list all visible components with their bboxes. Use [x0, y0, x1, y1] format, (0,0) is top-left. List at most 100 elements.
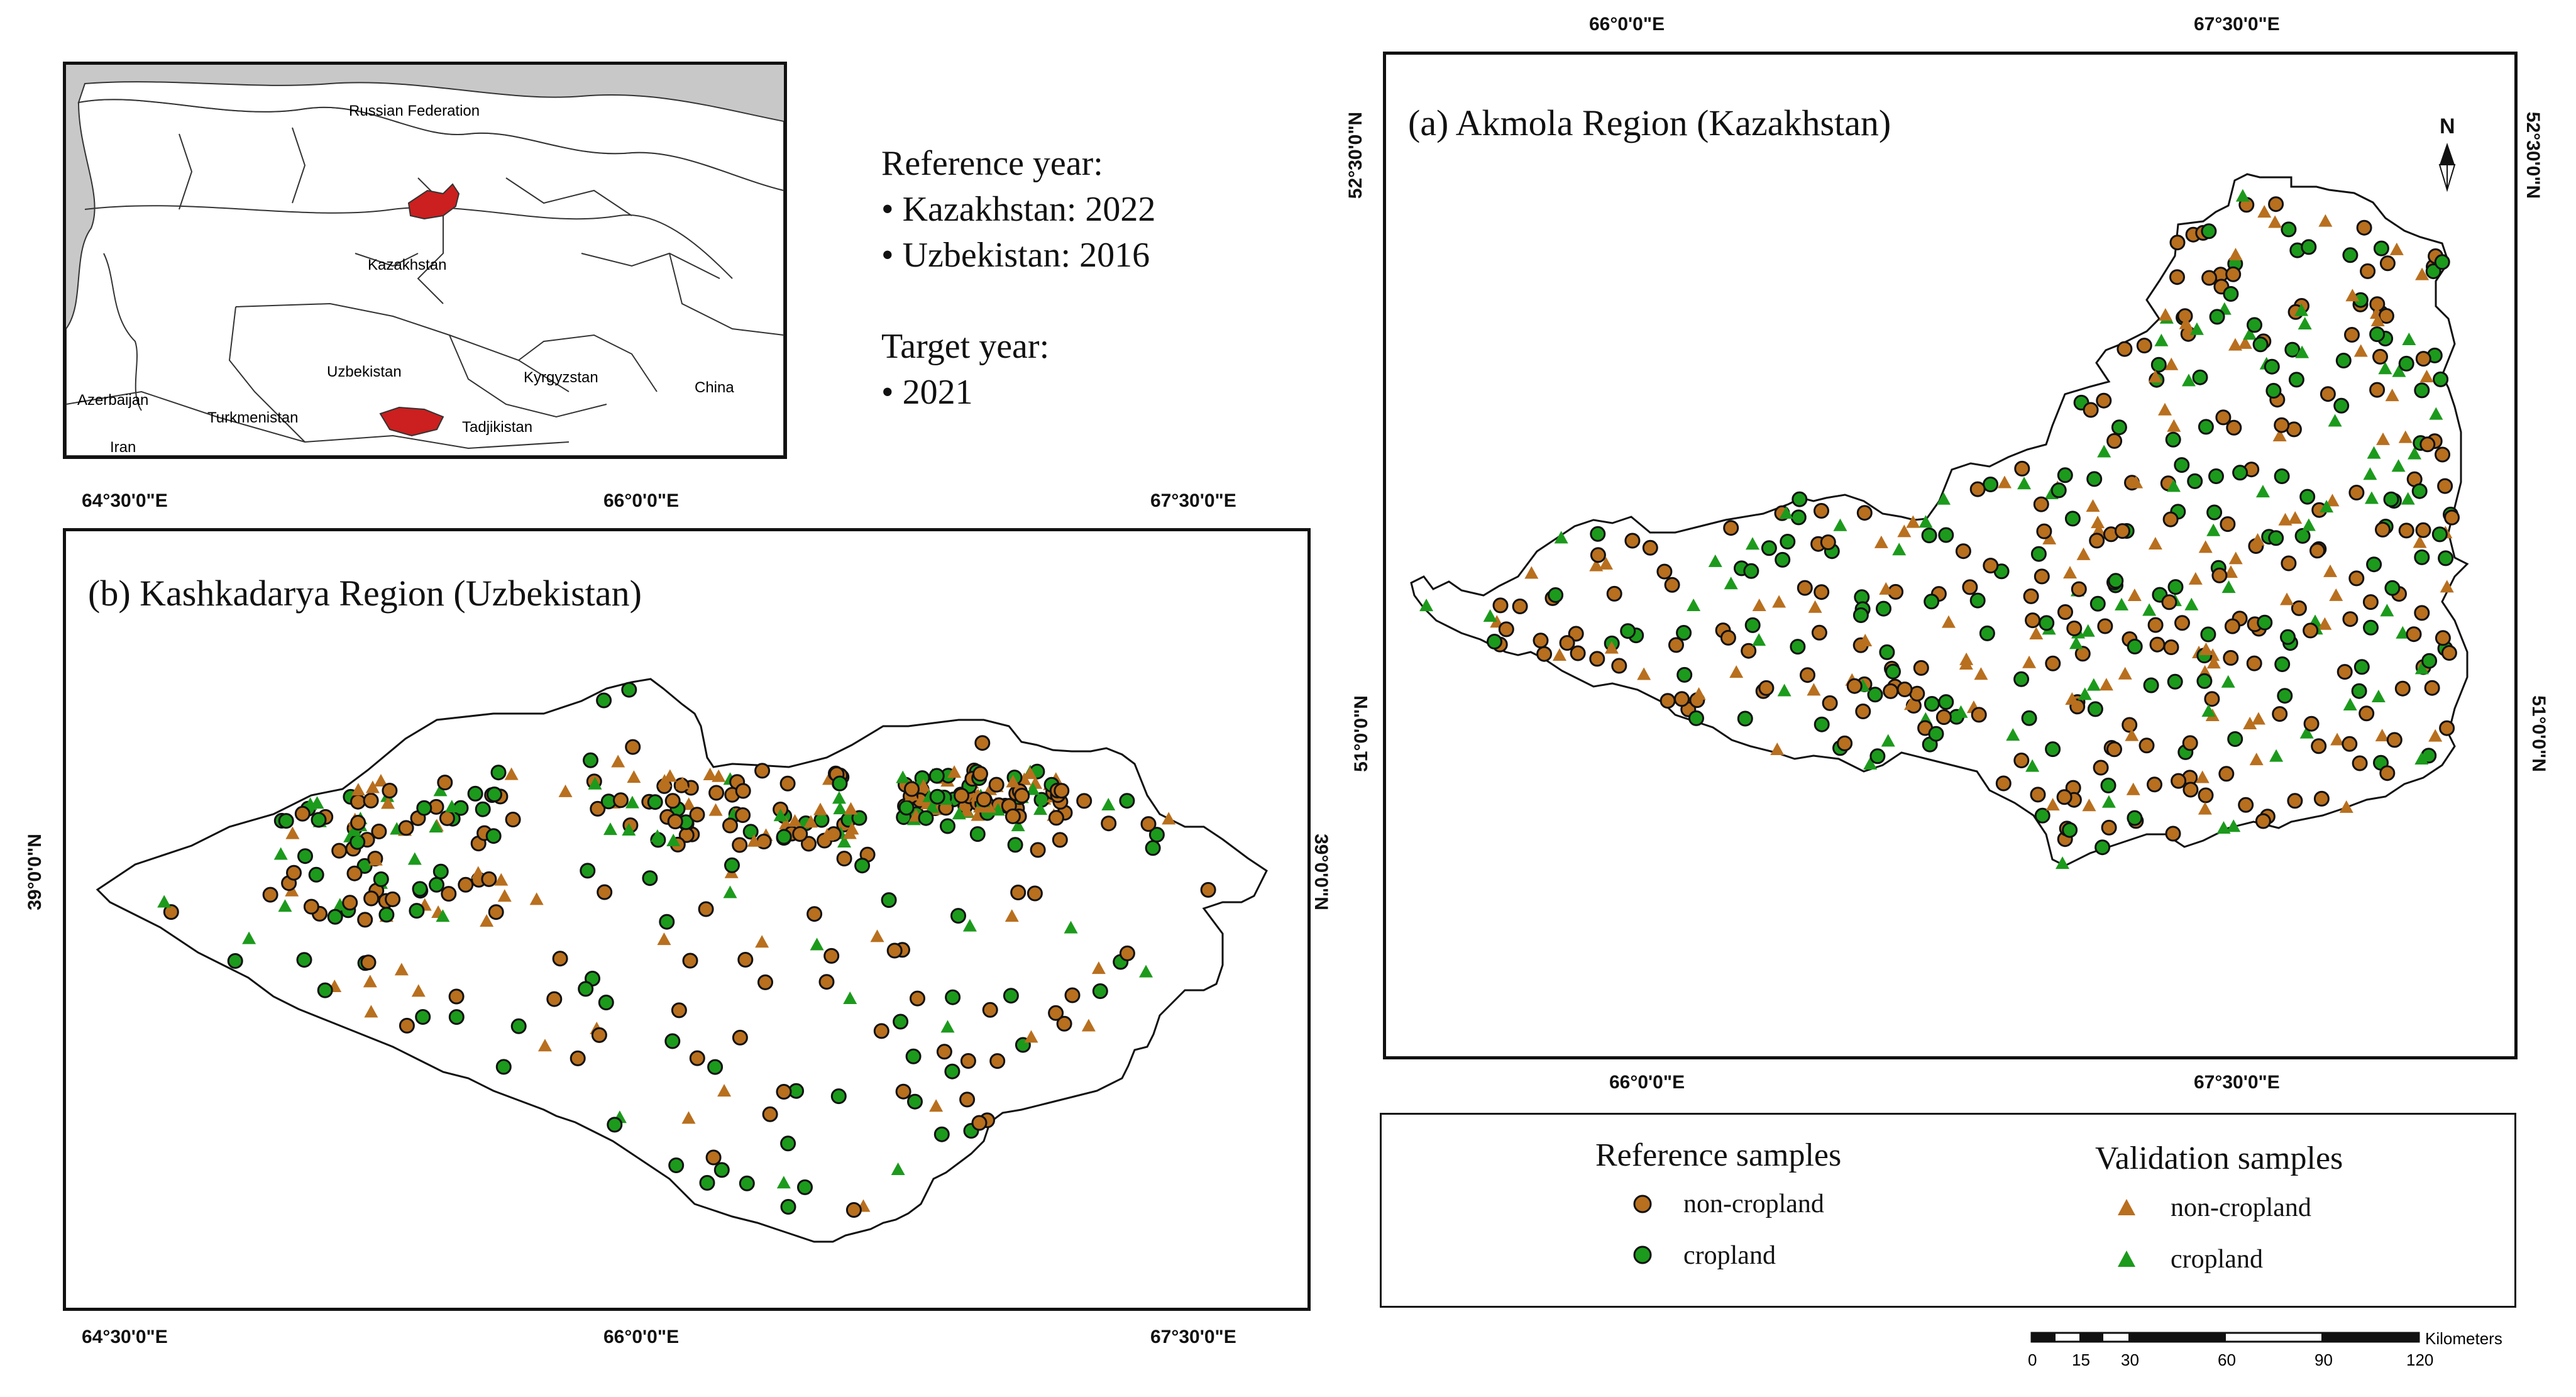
reference-noncropland-marker	[441, 886, 457, 902]
reference-cropland-marker	[1676, 666, 1693, 683]
validation-noncropland-marker	[2280, 592, 2294, 605]
reference-noncropland-marker	[2362, 594, 2379, 610]
validation-noncropland-marker	[2370, 314, 2385, 327]
reference-noncropland-marker	[1856, 505, 1873, 521]
reference-noncropland-marker	[591, 1027, 607, 1043]
reference-cropland-marker	[933, 1126, 950, 1142]
reference-noncropland-marker	[1054, 783, 1070, 799]
reference-cropland-marker	[2414, 549, 2430, 565]
reference-cropland-marker	[1792, 491, 1808, 507]
reference-cropland-marker	[1924, 594, 1940, 610]
validation-noncropland-marker	[2228, 338, 2242, 351]
reference-noncropland-marker	[2437, 478, 2453, 494]
reference-cropland-marker	[583, 752, 598, 768]
inset-map-svg	[66, 65, 784, 456]
validation-noncropland-marker	[1006, 775, 1020, 788]
reference-cropland-marker	[487, 787, 502, 802]
validation-cropland-marker	[2154, 333, 2169, 346]
reference-cropland-marker	[647, 794, 663, 810]
reference-noncropland-marker	[1820, 534, 1836, 550]
validation-noncropland-marker	[2158, 402, 2172, 416]
validation-cropland-marker	[242, 931, 256, 944]
reference-noncropland-marker	[1589, 651, 1605, 667]
validation-noncropland-marker	[351, 783, 365, 796]
validation-noncropland-marker	[2188, 572, 2203, 585]
validation-cropland-marker	[843, 991, 857, 1004]
reference-cropland-marker	[2264, 358, 2280, 375]
inset-kashkadarya-highlight	[379, 406, 444, 437]
reference-cropland-marker	[409, 903, 425, 919]
reference-noncropland-marker	[1052, 832, 1068, 848]
inset-akmola-highlight	[407, 183, 460, 220]
reference-noncropland-marker	[1611, 658, 1627, 674]
map-a-top-lon-6730: 67°30'0"E	[2194, 14, 2280, 35]
validation-noncropland-marker	[2199, 642, 2213, 655]
reference-noncropland-marker	[2337, 664, 2353, 680]
reference-noncropland-marker	[1995, 775, 2012, 792]
reference-noncropland-marker	[2101, 819, 2117, 836]
reference-noncropland-marker	[2394, 680, 2411, 697]
reference-noncropland-marker	[294, 805, 311, 822]
validation-noncropland-marker	[1599, 556, 1614, 570]
reference-cropland-marker	[1879, 644, 1895, 660]
legend-val-crop-label: cropland	[2171, 1245, 2263, 1274]
reference-cropland-marker	[1869, 748, 1886, 765]
validation-cropland-marker	[157, 895, 172, 908]
reference-noncropland-marker	[505, 812, 521, 827]
reference-noncropland-marker	[2056, 789, 2072, 805]
reference-cropland-marker	[2034, 807, 2050, 824]
reference-noncropland-marker	[1048, 810, 1064, 826]
reference-noncropland-marker	[2424, 680, 2440, 696]
scale-bar: Kilometers 0 15 30 60 90 120	[2028, 1329, 2533, 1382]
validation-noncropland-marker	[842, 826, 857, 839]
reference-cropland-marker	[950, 908, 966, 924]
reference-cropland-marker	[1487, 634, 1502, 649]
validation-noncropland-marker	[663, 769, 677, 782]
validation-cropland-marker	[2392, 364, 2406, 377]
validation-noncropland-marker	[1589, 558, 1604, 572]
validation-noncropland-marker	[947, 765, 962, 778]
reference-noncropland-marker	[2083, 402, 2099, 418]
reference-noncropland-marker	[1030, 842, 1046, 858]
validation-noncropland-marker	[959, 804, 974, 817]
reference-noncropland-marker	[1010, 885, 1027, 900]
validation-noncropland-marker	[2022, 655, 2037, 668]
reference-noncropland-marker	[363, 792, 379, 809]
reference-noncropland-marker	[776, 1084, 792, 1100]
validation-cropland-marker	[2414, 751, 2429, 765]
reference-noncropland-marker	[1983, 558, 1999, 574]
validation-noncropland-marker	[2198, 540, 2213, 553]
map-b-title: (b) Kashkadarya Region (Uzbekistan)	[88, 573, 642, 614]
reference-noncropland-marker	[1533, 632, 1549, 649]
reference-noncropland-marker	[1723, 520, 1739, 536]
reference-noncropland-marker	[597, 884, 613, 900]
validation-cropland-marker	[1708, 554, 1722, 567]
validation-cropland-marker	[1483, 609, 1497, 622]
reference-noncropland-marker	[1606, 585, 1622, 602]
validation-cropland-marker	[940, 1020, 955, 1033]
reference-noncropland-marker	[2356, 219, 2372, 236]
reference-noncropland-marker	[754, 763, 771, 779]
reference-noncropland-marker	[1797, 580, 1813, 596]
validation-cropland-marker	[333, 898, 347, 911]
reference-noncropland-marker	[2406, 626, 2422, 643]
reference-noncropland-marker	[2147, 776, 2162, 793]
reference-cropland-marker	[742, 824, 759, 840]
validation-cropland-marker	[2371, 690, 2386, 703]
reference-noncropland-marker	[1822, 695, 1838, 711]
reference-noncropland-marker	[448, 988, 465, 1005]
validation-cropland-marker	[1554, 531, 1568, 544]
validation-cropland-marker	[1139, 964, 1153, 978]
validation-cropland-marker	[625, 795, 639, 809]
reference-cropland-marker	[2247, 317, 2262, 333]
validation-noncropland-marker	[537, 1039, 552, 1052]
map-a-top-lon-66: 66°0'0"E	[1589, 14, 1665, 35]
reference-noncropland-marker	[1624, 533, 1641, 549]
validation-noncropland-marker	[2206, 656, 2221, 669]
reference-cropland-marker	[2288, 372, 2304, 388]
validation-noncropland-marker	[1974, 667, 1988, 680]
reference-cropland-marker	[2294, 527, 2311, 544]
reference-noncropland-marker	[873, 1023, 889, 1039]
reference-noncropland-marker	[1674, 691, 1690, 707]
validation-noncropland-marker	[681, 797, 696, 810]
